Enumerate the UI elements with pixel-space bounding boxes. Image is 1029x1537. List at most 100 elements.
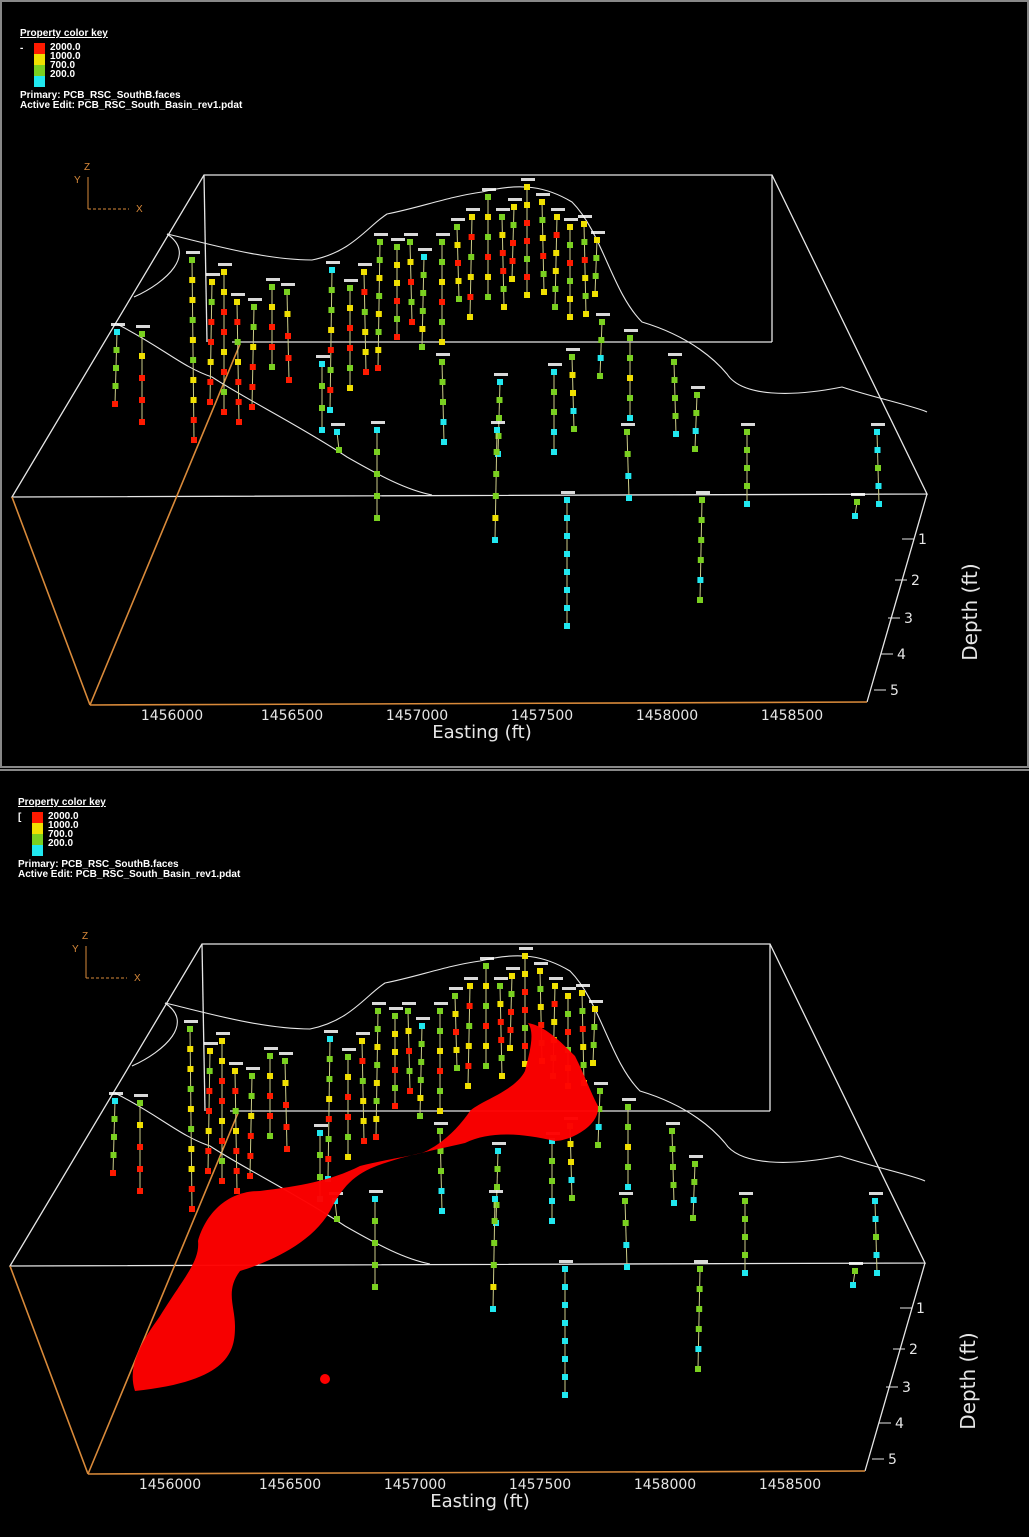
sample-marker [189,257,195,263]
borehole-label [418,248,432,251]
sample-marker [221,369,227,375]
depth-axis-label: Depth (ft) [956,1332,980,1429]
sample-marker [598,337,605,343]
sample-marker [497,1001,504,1007]
sample-marker [742,1198,748,1204]
borehole [344,279,358,391]
sample-marker [492,1196,498,1202]
borehole-label [561,491,575,494]
sample-marker [875,465,881,471]
sample-marker [319,427,325,433]
sample-marker [347,285,353,291]
sample-marker [698,517,705,523]
sample-marker [360,1098,367,1104]
sample-marker [873,1252,880,1258]
sample-marker [537,1004,544,1010]
sample-marker [235,359,241,365]
borehole [741,423,755,507]
color-key-title: Property color key [20,28,108,39]
sample-marker [334,1216,340,1222]
sample-marker [872,1198,878,1204]
sample-marker [221,409,227,415]
sample-marker [249,384,256,390]
sample-marker [697,557,704,563]
borehole-label [492,1142,506,1145]
borehole [229,1062,243,1194]
sample-marker [392,1013,398,1019]
sample-marker [568,1159,574,1165]
triad-z-label: Z [82,931,88,942]
borehole-trace [694,394,698,450]
borehole [434,1122,448,1214]
sample-marker [551,449,557,455]
borehole-label [869,1192,883,1195]
sample-marker [872,1216,879,1222]
sample-marker [499,232,506,238]
borehole [264,1047,278,1139]
sample-marker [188,1146,195,1152]
sample-marker [189,297,196,303]
borehole-label [266,278,280,281]
sample-marker [190,417,197,423]
sample-marker [593,255,600,261]
sample-marker [248,1093,255,1099]
borehole [331,423,345,453]
sample-marker [467,983,473,989]
borehole-label [279,1052,293,1055]
viewer-panel-bottom[interactable]: Property color key [ 2000.0 1000.0 700.0… [0,769,1029,1537]
sample-marker [327,407,333,413]
borehole-label [314,1124,328,1127]
borehole-trace [419,1025,423,1117]
3d-scene-viewport[interactable]: 1 2 3 4 5 Depth (ft) 1456000 1456500 1457000 1457… [2,2,1029,768]
sample-marker [850,1282,856,1288]
legend-value-200: 200.0 [50,69,76,80]
borehole-label [248,298,262,301]
borehole-trace [581,992,585,1084]
scene-group: 1 2 3 4 5 Depth (ft) 1456000 1456500 1457000 1457… [8,931,980,1512]
axis-line [87,1112,239,1475]
sample-marker [249,404,255,410]
sample-marker [233,1148,240,1154]
sample-marker [420,272,427,278]
sample-marker [551,1019,558,1025]
borehole [324,1030,338,1182]
sample-marker [468,254,475,260]
sample-marker [374,471,380,477]
sample-marker [345,1054,351,1060]
sample-marker [139,331,145,337]
sample-marker [540,271,547,277]
borehole-trace [699,499,703,601]
sample-marker [219,1118,225,1124]
sample-marker [483,963,489,969]
sample-marker [671,359,677,365]
3d-scene-viewport[interactable]: 1 2 3 4 5 Depth (ft) 1456000 1456500 1457000 1457… [0,771,1029,1537]
scene-group: 1 2 3 4 5 Depth (ft) 1456000 1456500 1457000 1457… [10,162,982,743]
sample-marker [625,1124,631,1130]
borehole-label [576,984,590,987]
borehole-label [562,987,576,990]
sample-marker [376,293,383,299]
sample-marker [250,344,257,350]
borehole-label [566,348,580,351]
sample-marker [552,268,559,274]
sample-marker [627,355,633,361]
sample-marker [492,515,499,521]
viewer-panel-top[interactable]: Property color key - 2000.0 1000.0 700.0… [0,0,1029,768]
sample-marker [623,1242,630,1248]
sample-marker [269,324,275,330]
borehole-label [344,279,358,282]
sample-marker [497,379,503,385]
sample-marker [221,389,227,395]
sample-marker [247,1173,253,1179]
sample-marker [249,1073,255,1079]
sample-marker [562,1338,568,1344]
borehole-label [521,178,535,181]
sample-marker [524,220,530,226]
sample-marker [374,449,380,455]
sample-marker [485,194,491,200]
borehole-label [694,1260,708,1263]
sample-marker [562,1284,568,1290]
depth-tick-label: 4 [897,647,906,663]
sample-marker [691,1179,698,1185]
borehole-label [358,263,372,266]
